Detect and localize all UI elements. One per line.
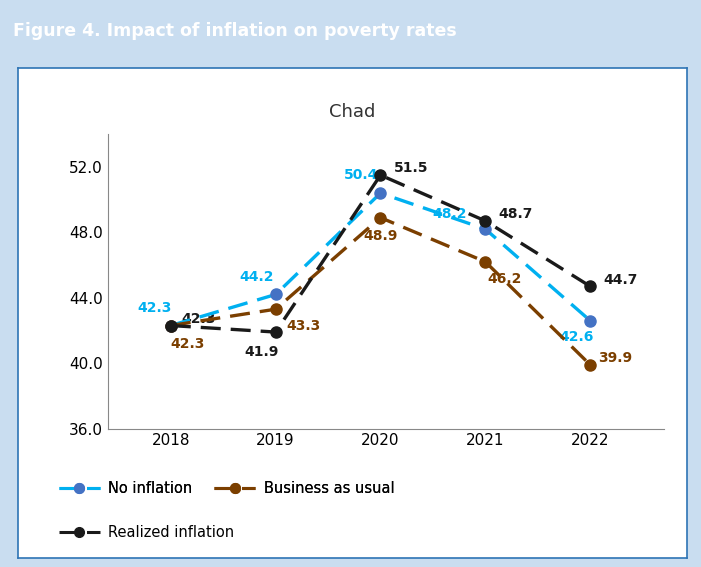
- Text: 43.3: 43.3: [286, 319, 320, 333]
- Text: 50.4: 50.4: [344, 168, 379, 182]
- Text: 44.7: 44.7: [604, 273, 638, 286]
- Text: Chad: Chad: [329, 103, 376, 121]
- Text: 48.2: 48.2: [432, 207, 466, 221]
- Text: 42.6: 42.6: [559, 331, 594, 345]
- Text: 42.3: 42.3: [182, 312, 216, 326]
- Text: 48.7: 48.7: [498, 207, 533, 221]
- Text: Figure 4. Impact of inflation on poverty rates: Figure 4. Impact of inflation on poverty…: [13, 22, 456, 40]
- Text: 46.2: 46.2: [488, 272, 522, 286]
- Text: 44.2: 44.2: [239, 269, 273, 284]
- Text: 39.9: 39.9: [598, 351, 632, 365]
- Text: 42.3: 42.3: [137, 301, 171, 315]
- Text: 42.3: 42.3: [170, 337, 205, 351]
- Legend: Realized inflation: Realized inflation: [53, 519, 240, 546]
- Text: 41.9: 41.9: [245, 345, 279, 359]
- Text: 51.5: 51.5: [394, 162, 428, 175]
- Legend: No inflation, Business as usual: No inflation, Business as usual: [53, 476, 400, 502]
- Text: 48.9: 48.9: [363, 229, 397, 243]
